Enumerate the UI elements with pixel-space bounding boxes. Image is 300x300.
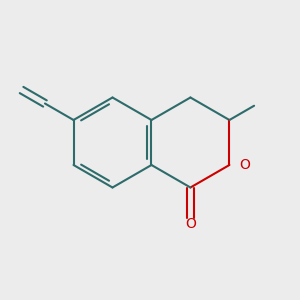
Text: O: O [239, 158, 250, 172]
Text: O: O [185, 217, 196, 231]
